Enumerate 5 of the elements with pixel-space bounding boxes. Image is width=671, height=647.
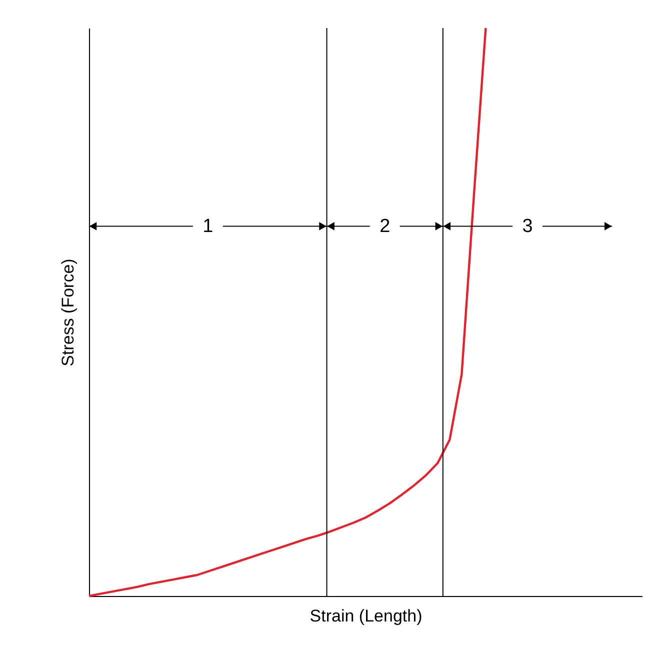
annotation: 1 <box>202 216 214 238</box>
annotation: 2 <box>380 216 390 238</box>
y-axis-title: Stress (Force) <box>58 258 78 366</box>
x-axis-title: Strain (Length) <box>310 606 422 626</box>
annotation: 3 <box>522 216 533 238</box>
